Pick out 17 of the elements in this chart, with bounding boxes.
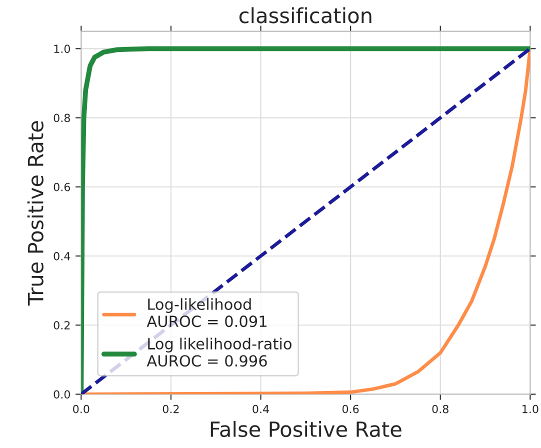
y-tick-label: 0.4 xyxy=(54,252,70,260)
x-tick-label: 0.0 xyxy=(73,404,90,414)
x-tick-label: 0.6 xyxy=(342,404,359,414)
x-tick-label: 0.4 xyxy=(252,404,269,414)
y-tick-label: 0.8 xyxy=(54,114,70,122)
chart-title: classification xyxy=(239,7,372,24)
y-tick-label: 0.2 xyxy=(54,321,70,330)
legend-label: Log-likelihood AUROC = 0.091 xyxy=(146,298,266,328)
y-tick-label: 0.6 xyxy=(54,182,70,192)
x-tick-label: 0.2 xyxy=(162,404,179,414)
y-axis-title: True Positive Rate xyxy=(27,121,44,306)
y-tick-label: 0.0 xyxy=(54,390,70,399)
x-axis-title: False Positive Rate xyxy=(210,420,402,438)
y-tick-label: 1.0 xyxy=(54,44,70,54)
x-tick-label: 0.8 xyxy=(432,404,448,414)
x-tick-label: 1.0 xyxy=(522,404,538,414)
legend-label: Log likelihood-ratio AUROC = 0.996 xyxy=(146,338,292,367)
